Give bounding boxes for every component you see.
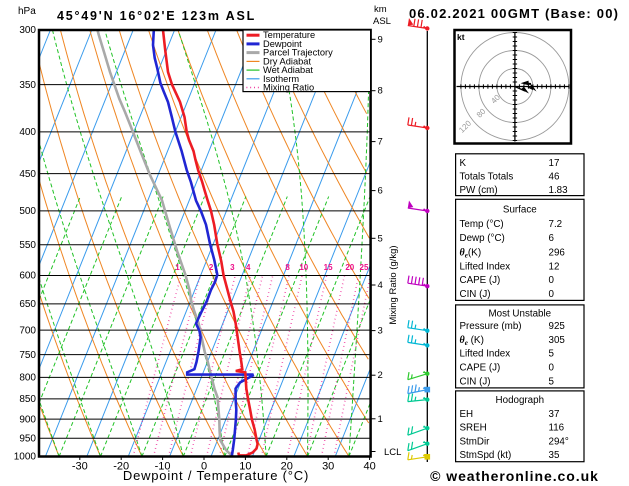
svg-text:2: 2 [378,370,383,381]
svg-text:Parcel Trajectory: Parcel Trajectory [263,48,333,58]
svg-text:350: 350 [19,80,36,91]
svg-text:2: 2 [209,263,214,272]
svg-text:Dry Adiabat: Dry Adiabat [263,56,311,66]
svg-text:4: 4 [246,263,251,272]
svg-text:5: 5 [549,376,555,387]
svg-text:1: 1 [378,414,383,425]
svg-text:1: 1 [175,263,180,272]
svg-text:294°: 294° [549,436,569,447]
svg-text:Dewpoint / Temperature (°C): Dewpoint / Temperature (°C) [123,468,309,483]
svg-text:116: 116 [549,423,565,434]
svg-text:6: 6 [549,233,555,244]
svg-text:305: 305 [549,335,566,346]
svg-text:46: 46 [549,172,560,183]
svg-text:45°49'N 16°02'E 123m ASL: 45°49'N 16°02'E 123m ASL [57,9,256,23]
svg-text:7.2: 7.2 [549,219,563,230]
svg-text:4: 4 [378,280,383,291]
svg-text:400: 400 [19,127,36,138]
svg-text:750: 750 [19,350,36,361]
svg-text:CIN (J): CIN (J) [460,376,491,387]
svg-text:ASL: ASL [373,16,391,27]
svg-text:20: 20 [281,461,293,473]
svg-text:5: 5 [549,349,555,360]
svg-text:K: K [460,158,467,169]
svg-text:15: 15 [324,263,333,272]
svg-text:Isotherm: Isotherm [263,74,299,84]
svg-text:925: 925 [549,321,566,332]
svg-text:3: 3 [378,326,383,337]
svg-text:StmSpd (kt): StmSpd (kt) [460,450,512,461]
svg-text:Most Unstable: Most Unstable [488,308,551,319]
svg-text:km: km [374,4,387,15]
svg-text:1000: 1000 [14,452,37,463]
svg-text:0: 0 [549,289,555,300]
svg-text:35: 35 [549,450,560,461]
svg-text:SREH: SREH [460,423,487,434]
svg-text:0: 0 [201,461,207,473]
svg-text:8: 8 [378,86,383,97]
svg-text:6: 6 [378,186,383,197]
svg-text:1.83: 1.83 [549,185,569,196]
svg-text:0: 0 [549,275,555,286]
svg-text:StmDir: StmDir [460,436,491,447]
svg-text:Mixing Ratio (g/kg): Mixing Ratio (g/kg) [388,245,399,324]
svg-text:Temperature: Temperature [263,30,315,40]
svg-text:3: 3 [230,263,235,272]
svg-text:Temp (°C): Temp (°C) [460,219,504,230]
svg-text:Pressure (mb): Pressure (mb) [460,321,522,332]
svg-text:06.02.2021 00GMT (Base: 00): 06.02.2021 00GMT (Base: 00) [409,6,619,21]
svg-text:θe (K): θe (K) [460,335,484,347]
svg-text:600: 600 [19,271,36,282]
svg-text:CIN (J): CIN (J) [460,289,491,300]
svg-text:© weatheronline.co.uk: © weatheronline.co.uk [430,468,599,484]
svg-text:30: 30 [322,461,334,473]
svg-text:12: 12 [549,261,560,272]
svg-text:10: 10 [239,461,251,473]
svg-text:Mixing Ratio: Mixing Ratio [263,83,314,93]
svg-text:17: 17 [549,158,560,169]
svg-text:-20: -20 [113,461,129,473]
svg-text:Surface: Surface [503,205,537,216]
svg-text:LCL: LCL [384,447,401,458]
svg-text:Totals Totals: Totals Totals [460,172,514,183]
svg-text:296: 296 [549,248,566,259]
svg-text:Dewpoint: Dewpoint [263,39,302,49]
svg-text:950: 950 [19,434,36,445]
svg-text:20: 20 [345,263,354,272]
svg-text:Dewp (°C): Dewp (°C) [460,233,505,244]
svg-text:40: 40 [363,461,375,473]
svg-text:hPa: hPa [18,6,36,17]
svg-text:9: 9 [378,34,383,45]
svg-text:900: 900 [19,414,36,425]
svg-text:-30: -30 [72,461,88,473]
svg-text:300: 300 [19,25,36,36]
svg-text:0: 0 [549,363,555,374]
svg-text:500: 500 [19,206,36,217]
svg-text:CAPE (J): CAPE (J) [460,363,501,374]
svg-text:7: 7 [378,137,383,148]
svg-text:550: 550 [19,240,36,251]
svg-text:850: 850 [19,394,36,405]
svg-text:700: 700 [19,325,36,336]
svg-text:Lifted Index: Lifted Index [460,261,511,272]
svg-text:PW (cm): PW (cm) [460,185,498,196]
svg-text:650: 650 [19,299,36,310]
svg-text:450: 450 [19,169,36,180]
svg-text:kt: kt [457,32,465,42]
svg-text:800: 800 [19,373,36,384]
svg-text:EH: EH [460,409,474,420]
svg-text:-10: -10 [155,461,171,473]
svg-text:37: 37 [549,409,560,420]
svg-text:Lifted Index: Lifted Index [460,349,511,360]
svg-text:Wet Adiabat: Wet Adiabat [263,65,313,75]
svg-text:θe(K): θe(K) [460,248,482,260]
svg-text:CAPE (J): CAPE (J) [460,275,501,286]
svg-text:Hodograph: Hodograph [496,395,544,406]
svg-text:10: 10 [299,263,308,272]
svg-text:25: 25 [360,263,369,272]
svg-text:8: 8 [285,263,290,272]
svg-text:5: 5 [378,233,383,244]
